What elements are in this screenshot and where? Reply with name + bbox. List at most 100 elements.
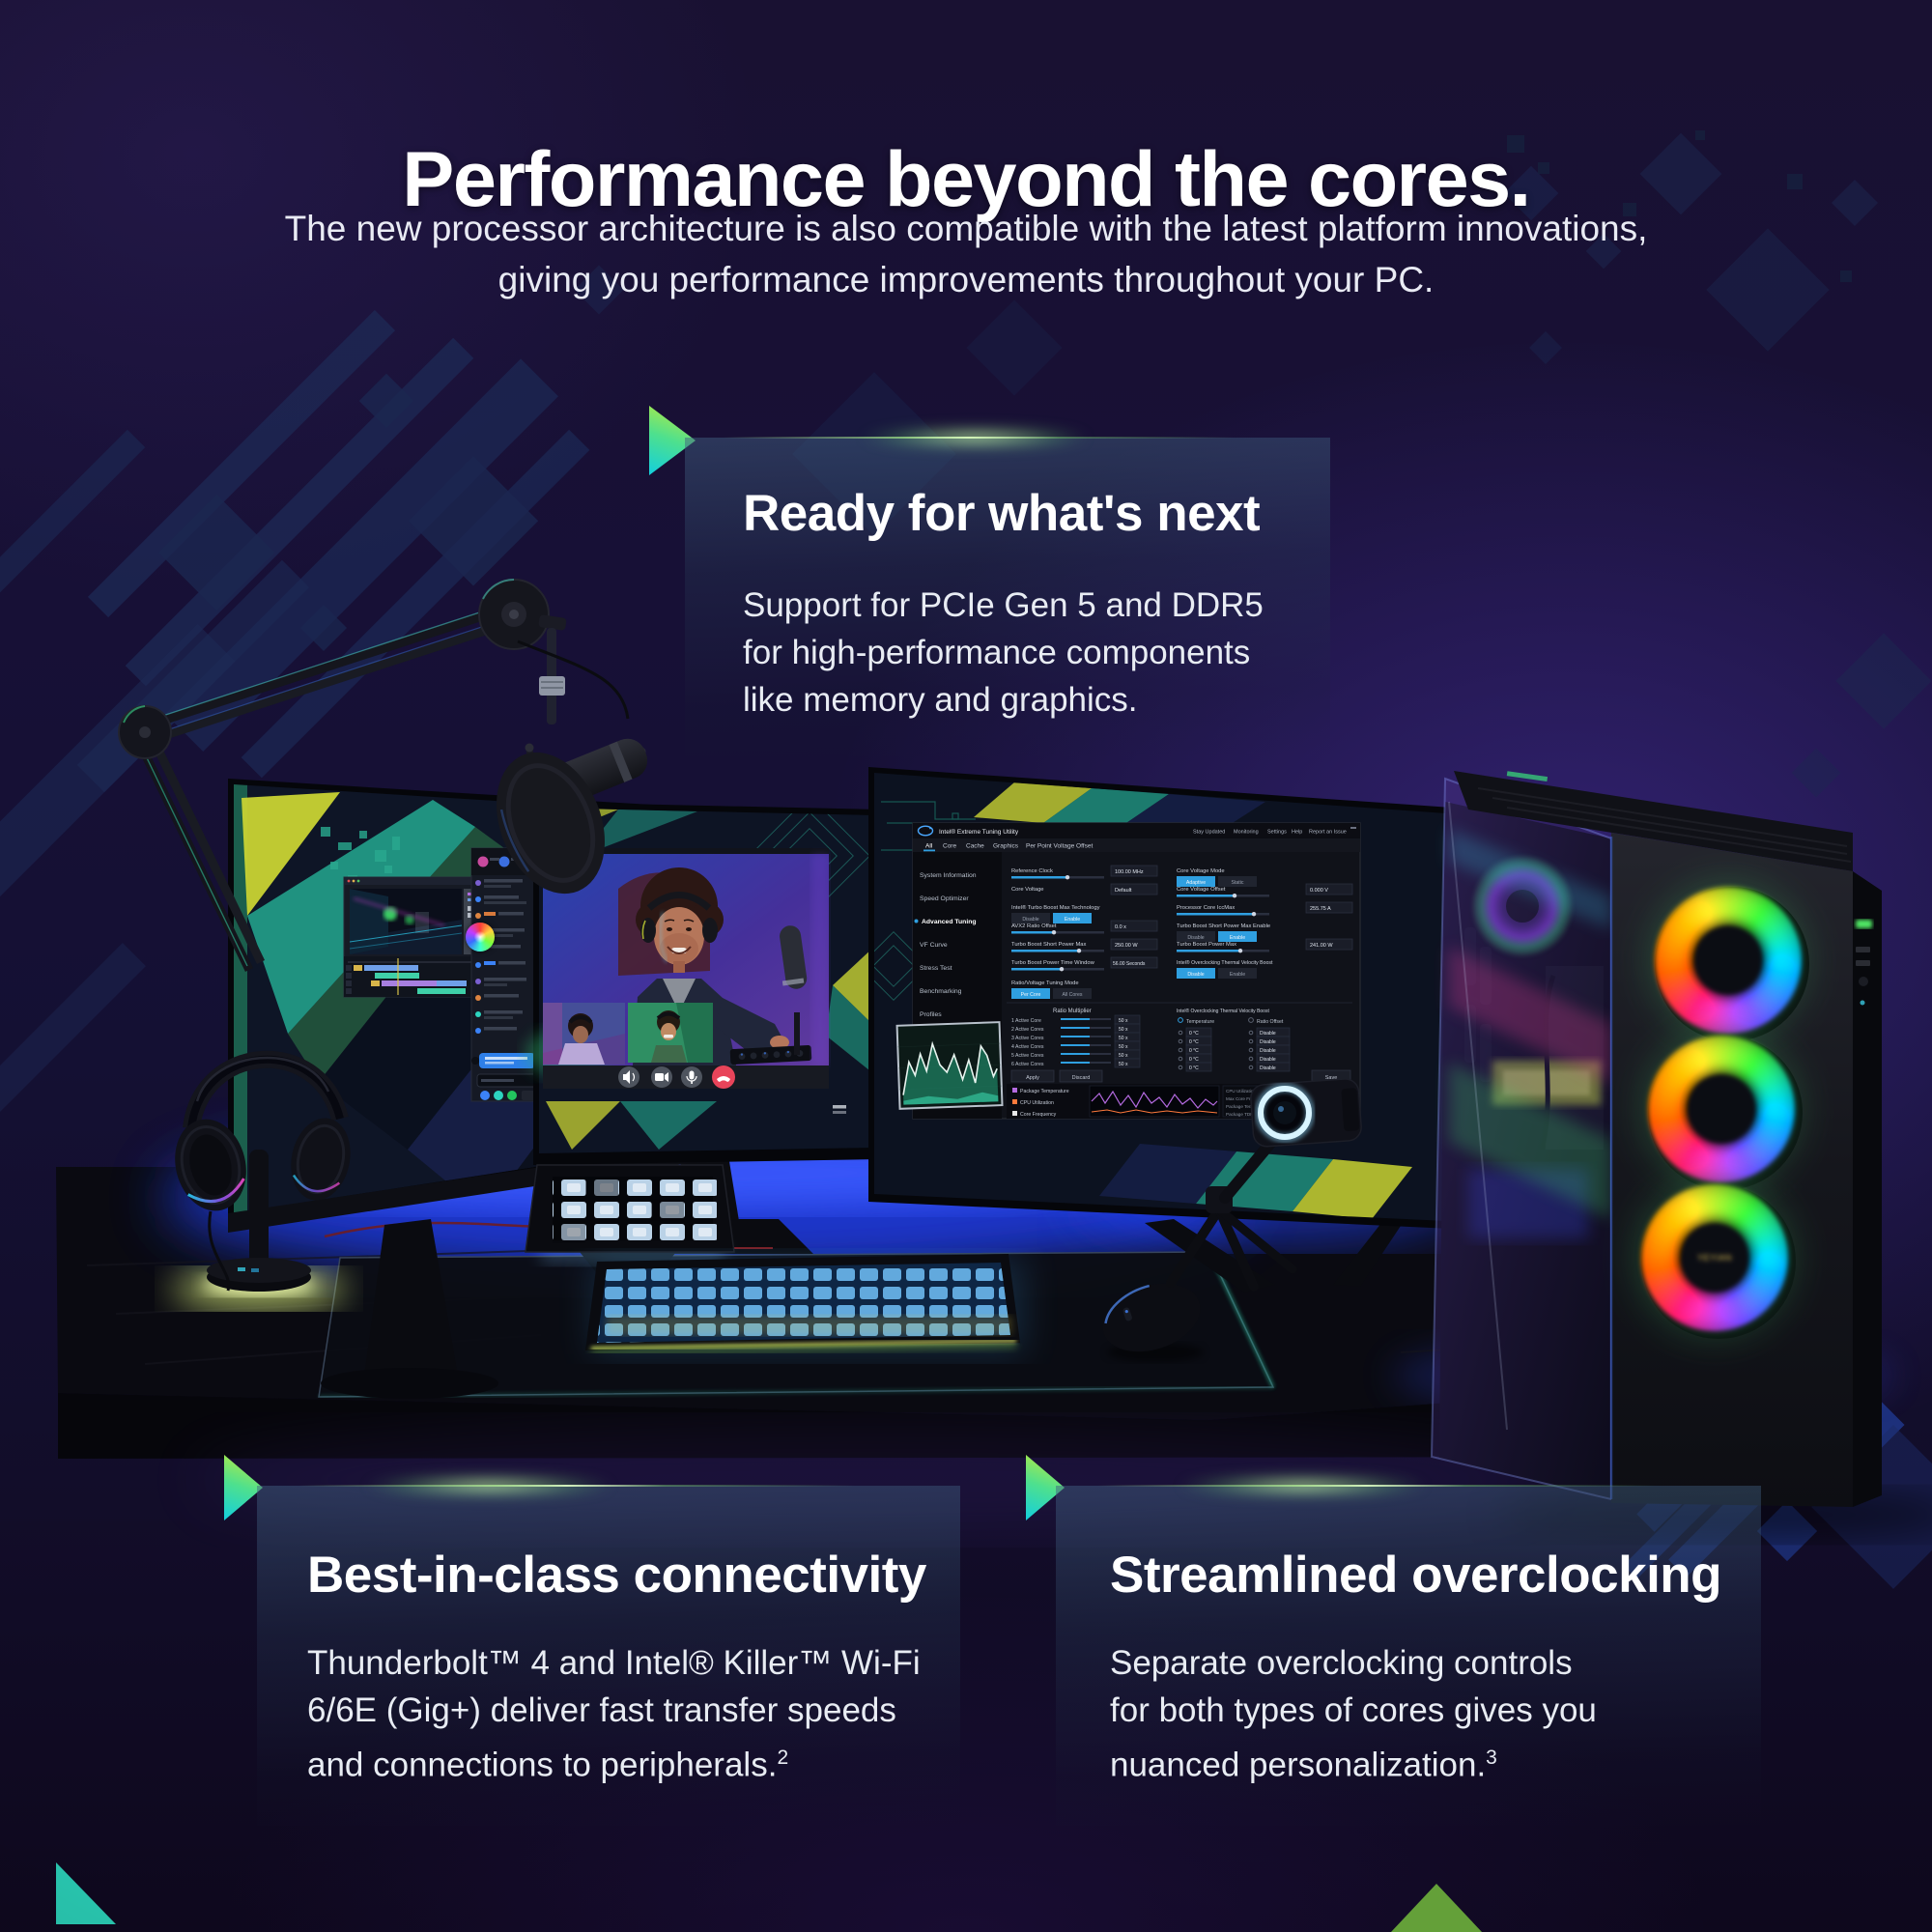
color-wheel[interactable] — [466, 923, 495, 952]
xtu-discard-button[interactable]: Discard — [1072, 1075, 1091, 1081]
xtu-disable[interactable]: Disable — [1260, 1039, 1276, 1045]
xtu-menu-help[interactable]: Help — [1292, 830, 1302, 836]
card-body-line: Separate overclocking controls — [1110, 1644, 1573, 1682]
end-call-button[interactable] — [712, 1065, 735, 1089]
xtu-toggle[interactable]: Per Core — [1021, 992, 1041, 998]
xtu-sidebar-speed-optimizer[interactable]: Speed Optimizer — [920, 895, 969, 902]
xtu-row-label: Core Voltage — [1011, 887, 1044, 893]
xtu-row-value[interactable]: 250.00 W — [1115, 943, 1138, 949]
call-control-bar — [543, 1065, 829, 1089]
xtu-toggle[interactable]: Static — [1232, 880, 1244, 886]
xtu-core-ratio[interactable]: 50 x — [1119, 1018, 1128, 1024]
card-body-line: Support for PCIe Gen 5 and DDR5 — [743, 586, 1264, 624]
speaker-button[interactable] — [618, 1066, 639, 1088]
xtu-menu-stay-updated[interactable]: Stay Updated — [1193, 830, 1225, 836]
card-flare-glow — [1140, 1471, 1465, 1500]
xtu-row-label: AVX2 Ratio Offset — [1011, 923, 1057, 929]
xtu-core-row: 3 Active Cores — [1011, 1036, 1044, 1041]
xtu-row-value[interactable]: 56.00 Seconds — [1113, 961, 1146, 967]
xtu-tab-graphics[interactable]: Graphics — [993, 843, 1019, 850]
xtu-sidebar-advanced-tuning[interactable]: Advanced Tuning — [922, 919, 977, 925]
xtu-sidebar-stress-test[interactable]: Stress Test — [920, 965, 952, 972]
scene-preview — [349, 889, 463, 954]
xtu-row-label: Turbo Boost Short Power Max — [1011, 942, 1087, 948]
card-body: Separate overclocking controls for both … — [1110, 1639, 1761, 1789]
xtu-row-label: Turbo Boost Power Time Window — [1011, 960, 1095, 966]
xtu-temp-value[interactable]: 0 °C — [1189, 1048, 1199, 1054]
card-body-line: 6/6E (Gig+) deliver fast transfer speeds — [307, 1691, 896, 1729]
xtu-disable[interactable]: Disable — [1260, 1031, 1276, 1037]
card-best-in-class-connectivity: Best-in-class connectivity Thunderbolt™ … — [257, 1471, 960, 1826]
xtu-row-value[interactable]: 255.75 A — [1310, 906, 1331, 912]
keyboard — [585, 1254, 1024, 1355]
xtu-disable[interactable]: Disable — [1260, 1057, 1276, 1063]
xtu-tab-core[interactable]: Core — [943, 843, 956, 850]
xtu-disable[interactable]: Disable — [1260, 1065, 1276, 1071]
xtu-row-value[interactable]: 100.00 MHz — [1115, 869, 1144, 875]
card-flare-glow — [327, 1471, 651, 1500]
xtu-tab-ppvo[interactable]: Per Point Voltage Offset — [1026, 843, 1093, 850]
xtu-toggle[interactable]: All Cores — [1062, 992, 1082, 998]
xtu-sidebar-profiles[interactable]: Profiles — [920, 1011, 942, 1018]
xtu-temp-value[interactable]: 0 °C — [1189, 1031, 1199, 1037]
xtu-legend[interactable]: CPU Utilization — [1020, 1100, 1054, 1106]
xtu-toggle[interactable]: Disable — [1187, 935, 1204, 941]
page-subtitle: The new processor architecture is also c… — [0, 203, 1932, 305]
xtu-toggle[interactable]: Enable — [1230, 935, 1245, 941]
xtu-toggle[interactable]: Disable — [1022, 917, 1038, 923]
xtu-tab-all[interactable]: All — [925, 843, 933, 850]
xtu-toggle[interactable]: Adaptive — [1186, 880, 1206, 886]
xtu-legend[interactable]: Core Frequency — [1020, 1112, 1057, 1118]
xtu-menu-settings[interactable]: Settings — [1267, 830, 1287, 836]
card-body: Thunderbolt™ 4 and Intel® Killer™ Wi-Fi … — [307, 1639, 960, 1789]
xtu-tab-cache[interactable]: Cache — [966, 843, 984, 850]
xtu-sidebar-benchmarking[interactable]: Benchmarking — [920, 988, 962, 995]
case-logo: YEYIAN — [1696, 1253, 1732, 1263]
xtu-core-ratio[interactable]: 50 x — [1119, 1062, 1128, 1067]
xtu-menu-report[interactable]: Report an Issue — [1309, 830, 1347, 836]
xtu-temp-value[interactable]: 0 °C — [1189, 1039, 1199, 1045]
card-ready-for-whats-next: Ready for what's next Support for PCIe G… — [685, 423, 1330, 756]
card-body-line: nuanced personalization. — [1110, 1746, 1487, 1784]
xtu-disable[interactable]: Disable — [1260, 1048, 1276, 1054]
xtu-row-label: Intel® Turbo Boost Max Technology — [1011, 904, 1100, 911]
card-title: Ready for what's next — [743, 485, 1261, 542]
xtu-row-value[interactable]: 0.000 V — [1310, 888, 1328, 894]
xtu-row-value[interactable]: Default — [1115, 888, 1132, 894]
card-title: Best-in-class connectivity — [307, 1547, 926, 1604]
camera-button[interactable] — [651, 1066, 672, 1088]
footnote-marker: 2 — [777, 1747, 789, 1769]
xtu-temp-value[interactable]: 0 °C — [1189, 1057, 1199, 1063]
xtu-toggle[interactable]: Disable — [1187, 972, 1204, 978]
mic-button[interactable] — [681, 1066, 702, 1088]
xtu-toggle[interactable]: Enable — [1230, 972, 1245, 978]
xtu-core-ratio[interactable]: 50 x — [1119, 1044, 1128, 1050]
xtu-sidebar-system-information[interactable]: System Information — [920, 872, 977, 879]
xtu-core-ratio[interactable]: 50 x — [1119, 1027, 1128, 1033]
xtu-legend[interactable]: Package Temperature — [1020, 1089, 1069, 1094]
xtu-row-label: Turbo Boost Power Max — [1177, 942, 1236, 948]
xtu-row-label: Core Voltage Mode — [1177, 868, 1225, 874]
xtu-apply-button[interactable]: Apply — [1026, 1075, 1039, 1081]
xtu-radio-temperature[interactable]: Temperature — [1186, 1019, 1214, 1025]
xtu-core-row: 6 Active Cores — [1011, 1062, 1044, 1067]
xtu-temp-value[interactable]: 0 °C — [1189, 1065, 1199, 1071]
subtitle-line-1: The new processor architecture is also c… — [284, 209, 1648, 248]
rgb-fan-bottom: YEYIAN — [1641, 1184, 1788, 1331]
xtu-tvb-header: Intel® Overclocking Thermal Velocity Boo… — [1177, 1008, 1269, 1014]
xtu-row-value[interactable]: 241.00 W — [1310, 943, 1333, 949]
xtu-radio-ratio-offset[interactable]: Ratio Offset — [1257, 1019, 1284, 1025]
xtu-core-row: 2 Active Cores — [1011, 1027, 1044, 1033]
xtu-core-row: 1 Active Core — [1011, 1018, 1041, 1024]
xtu-sidebar-vf-curve[interactable]: VF Curve — [920, 942, 948, 949]
xtu-row-value[interactable]: 0.0 x — [1115, 924, 1126, 930]
xtu-stat-label: Package TDP — [1226, 1112, 1253, 1117]
stream-deck — [525, 1164, 735, 1273]
xtu-core-ratio[interactable]: 50 x — [1119, 1036, 1128, 1041]
xtu-menu-monitoring[interactable]: Monitoring — [1234, 830, 1259, 836]
card-body-line: for high-performance components — [743, 634, 1251, 671]
xtu-row-label: Intel® Overclocking Thermal Velocity Boo… — [1177, 959, 1273, 966]
xtu-core-ratio[interactable]: 50 x — [1119, 1053, 1128, 1059]
xtu-toggle[interactable]: Enable — [1065, 917, 1080, 923]
